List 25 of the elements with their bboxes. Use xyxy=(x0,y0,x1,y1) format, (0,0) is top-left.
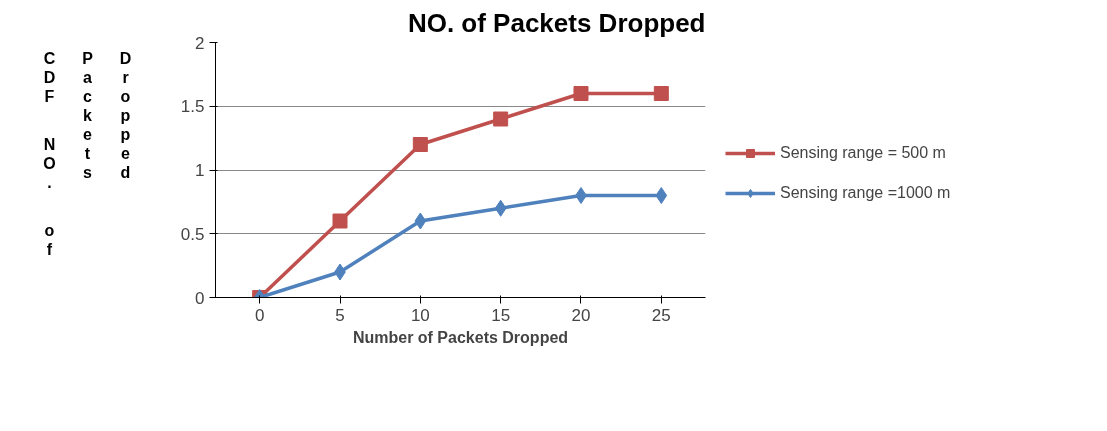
point xyxy=(655,187,668,204)
y-tick-label: 0 xyxy=(195,288,205,308)
x-tick-label: 0 xyxy=(254,305,265,325)
chart-title: NO. of Packets Dropped xyxy=(407,7,706,38)
x-tick-label: 15 xyxy=(491,305,511,325)
x-axis-title: Number of Packets Dropped xyxy=(352,328,569,346)
legend-label: Sensing range =1000 m xyxy=(780,184,951,202)
text: CDF NO. of Packets Dropped xyxy=(41,50,134,260)
y-tick-label: 2 xyxy=(195,33,205,53)
y-tick-label: 1.5 xyxy=(180,97,205,117)
y-tick-label: 0.5 xyxy=(180,224,205,244)
point xyxy=(575,187,587,204)
point xyxy=(412,137,428,152)
x-tick-label: 20 xyxy=(571,305,591,325)
y-tick-label: 1 xyxy=(195,161,205,180)
legend-label: Sensing range = 500 m xyxy=(780,144,946,162)
x-tick-label: 5 xyxy=(335,305,345,325)
point xyxy=(414,212,427,230)
point xyxy=(332,213,348,229)
point xyxy=(653,86,669,101)
x-tick-label: 10 xyxy=(410,305,430,325)
x-tick-label: 25 xyxy=(651,305,671,325)
point xyxy=(573,86,589,101)
point xyxy=(493,111,509,127)
point xyxy=(494,199,507,217)
